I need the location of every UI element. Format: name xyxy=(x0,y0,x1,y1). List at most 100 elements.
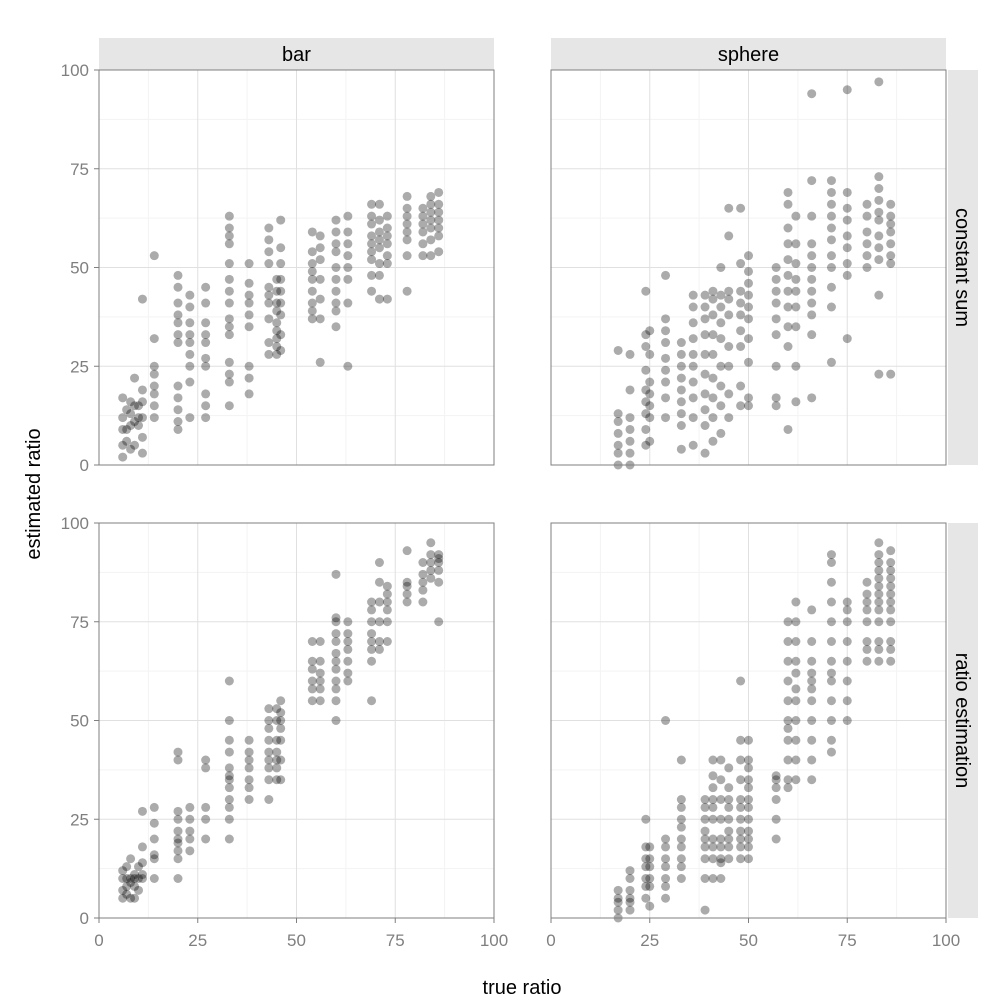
data-point xyxy=(272,326,282,336)
data-point xyxy=(130,440,140,450)
data-point xyxy=(700,842,710,852)
data-point xyxy=(716,361,726,371)
data-point xyxy=(645,377,655,387)
data-point xyxy=(744,834,753,844)
data-point xyxy=(791,637,801,646)
data-point xyxy=(130,881,140,891)
data-point xyxy=(173,417,183,427)
data-point xyxy=(736,802,746,812)
data-point xyxy=(276,696,286,706)
data-point xyxy=(130,417,140,427)
data-point xyxy=(224,259,234,269)
data-point xyxy=(716,775,726,785)
data-point xyxy=(645,349,655,359)
column-strip-sphere xyxy=(551,38,946,70)
data-point xyxy=(331,613,341,623)
data-point xyxy=(708,436,718,446)
data-point xyxy=(700,448,710,458)
data-point xyxy=(201,298,211,308)
data-point xyxy=(807,251,817,261)
data-point xyxy=(382,294,392,304)
data-point xyxy=(700,314,710,324)
data-point xyxy=(625,448,635,458)
data-point xyxy=(886,199,896,209)
data-point xyxy=(130,373,140,383)
data-point xyxy=(791,656,801,666)
data-point xyxy=(118,413,128,423)
data-point xyxy=(307,266,317,276)
data-point xyxy=(783,302,793,312)
data-point xyxy=(874,605,884,615)
data-point xyxy=(874,558,884,567)
data-point xyxy=(874,207,884,217)
data-point xyxy=(783,322,793,332)
data-point xyxy=(272,306,282,316)
data-point xyxy=(276,345,286,355)
data-point xyxy=(874,215,884,225)
data-point xyxy=(244,735,254,745)
data-point xyxy=(807,605,817,615)
data-point xyxy=(791,239,801,249)
data-point xyxy=(661,881,671,891)
data-point xyxy=(343,239,353,249)
data-point xyxy=(276,215,286,225)
data-point xyxy=(886,227,896,237)
data-point xyxy=(791,775,801,785)
x-tick-label: 50 xyxy=(739,931,758,950)
data-point xyxy=(173,405,183,415)
data-point xyxy=(264,235,274,245)
data-point xyxy=(771,775,781,785)
data-point xyxy=(426,565,436,575)
data-point xyxy=(272,755,282,765)
data-point xyxy=(791,755,801,765)
data-point xyxy=(783,755,793,765)
data-point xyxy=(343,263,353,272)
data-point xyxy=(402,589,412,599)
data-point xyxy=(842,716,852,725)
y-tick-label: 50 xyxy=(70,712,89,731)
data-point xyxy=(201,330,211,340)
data-point xyxy=(826,251,836,261)
data-point xyxy=(744,278,753,288)
data-point xyxy=(676,444,686,454)
data-point xyxy=(134,421,143,430)
data-point xyxy=(676,361,686,371)
data-point xyxy=(382,581,392,591)
data-point xyxy=(418,239,428,249)
data-point xyxy=(244,795,254,804)
data-point xyxy=(276,330,286,340)
data-point xyxy=(434,247,444,257)
data-point xyxy=(343,629,353,639)
data-point xyxy=(201,361,211,371)
data-point xyxy=(736,298,746,308)
data-point xyxy=(676,822,686,832)
data-point xyxy=(244,763,254,773)
data-point xyxy=(886,239,896,249)
data-point xyxy=(874,231,884,241)
data-point xyxy=(173,270,183,280)
data-point xyxy=(716,858,726,868)
data-point xyxy=(886,546,896,556)
data-point xyxy=(185,302,195,312)
data-point xyxy=(874,290,884,300)
data-point xyxy=(343,644,353,654)
data-point xyxy=(137,874,147,883)
data-point xyxy=(641,286,651,296)
data-point xyxy=(402,219,412,229)
data-point xyxy=(382,251,392,261)
data-point xyxy=(716,302,726,312)
data-point xyxy=(688,302,698,312)
data-point xyxy=(862,589,872,599)
data-point xyxy=(700,826,710,836)
data-point xyxy=(264,723,274,733)
data-point xyxy=(874,243,884,253)
data-point xyxy=(244,373,254,383)
data-point xyxy=(724,342,734,351)
data-point xyxy=(130,401,140,411)
data-point xyxy=(264,755,274,765)
data-point xyxy=(874,617,884,627)
data-point xyxy=(173,318,183,328)
data-point xyxy=(886,558,896,567)
data-point xyxy=(716,428,726,438)
data-point xyxy=(434,223,444,233)
